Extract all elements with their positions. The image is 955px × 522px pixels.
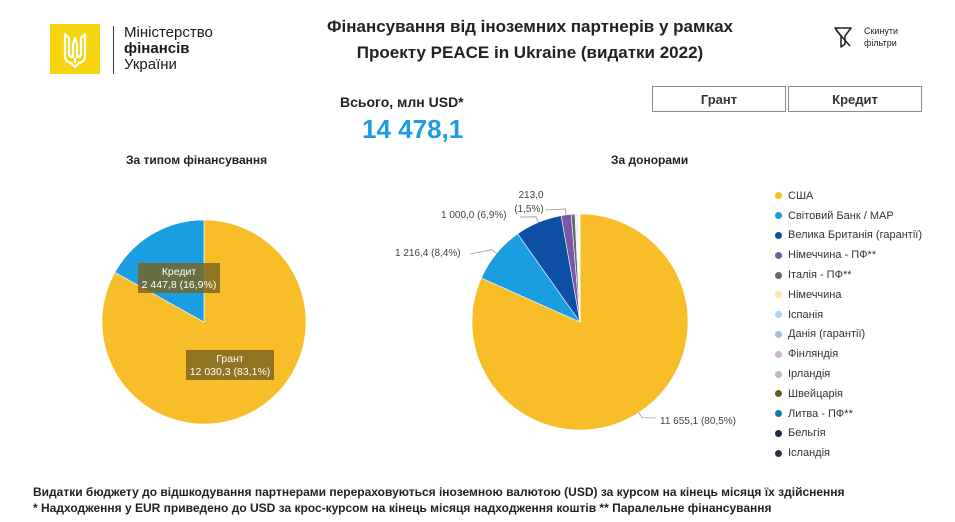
reset-filters-line2: фільтри <box>864 38 897 48</box>
legend-item-данія-гарантії[interactable]: Данія (гарантії) <box>775 325 922 345</box>
reset-filters-button[interactable]: Скинути фільтри <box>864 25 898 49</box>
chart-title-by-donor: За донорами <box>611 153 689 167</box>
legend-swatch <box>775 192 782 200</box>
legend-swatch <box>775 370 782 378</box>
slice-data-label: 11 655,1 (80,5%) <box>660 416 736 427</box>
footnote-exchange-rate: Видатки бюджету до відшкодування партнер… <box>33 485 845 499</box>
legend-swatch <box>775 330 782 338</box>
page-title-line2: Проекту PEACE in Ukraine (видатки 2022) <box>356 43 704 62</box>
legend-item-німеччина[interactable]: Німеччина <box>775 285 922 305</box>
legend-item-сша[interactable]: США <box>775 186 922 206</box>
legend-label: Італія - ПФ** <box>788 269 852 282</box>
legend-label: Іспанія <box>788 308 824 321</box>
legend-item-іспанія[interactable]: Іспанія <box>775 305 922 325</box>
legend-swatch <box>775 311 782 319</box>
legend-item-швейцарія[interactable]: Швейцарія <box>775 384 922 404</box>
legend-swatch <box>775 429 782 437</box>
legend-swatch <box>775 251 782 259</box>
donor-legend: США Світовий Банк / МАР Велика Британія (г… <box>775 186 922 463</box>
slice-data-label: 1 000,0 (6,9%) <box>441 210 507 221</box>
footnote-eur-conversion: * Надходження у EUR приведено до USD за … <box>33 501 772 515</box>
page-title-line1: Фінансування від іноземних партнерів у р… <box>327 17 733 36</box>
chart-title-by-type: За типом фінансування <box>126 153 268 167</box>
slice-label-value: 2 447,8 (16,9%) <box>142 279 217 291</box>
logo-divider <box>113 26 114 74</box>
legend-label: США <box>788 189 814 202</box>
slice-leader-line <box>544 208 567 215</box>
legend-item-ірландія[interactable]: Ірландія <box>775 364 922 384</box>
legend-item-німеччина-пф[interactable]: Німеччина - ПФ** <box>775 245 922 265</box>
slice-data-label: (1,5%) <box>514 204 543 215</box>
page-title: Фінансування від іноземних партнерів у р… <box>270 14 790 66</box>
slice-data-label: 213,0 <box>518 190 543 201</box>
legend-swatch <box>775 390 782 398</box>
legend-swatch <box>775 231 782 239</box>
legend-swatch <box>775 291 782 299</box>
slice-label-box <box>138 263 220 293</box>
reset-filters-line1: Скинути <box>864 26 899 36</box>
legend-item-велика-британія-гарантії[interactable]: Велика Британія (гарантії) <box>775 226 922 246</box>
total-value: 14 478,1 <box>362 114 464 144</box>
legend-label: Німеччина <box>788 288 842 301</box>
grant-filter-button[interactable]: Грант <box>652 86 786 112</box>
legend-swatch <box>775 350 782 358</box>
credit-filter-button[interactable]: Кредит <box>788 86 922 112</box>
ministry-name-line3: України <box>124 56 177 73</box>
slice-leader-line <box>638 412 657 419</box>
ministry-name-line1: Міністерство <box>124 24 213 41</box>
legend-label: Німеччина - ПФ** <box>788 249 877 262</box>
legend-item-ісландія[interactable]: Ісландія <box>775 443 922 463</box>
legend-swatch <box>775 449 782 457</box>
ministry-name: Міністерство фінансів України <box>124 25 213 73</box>
slice-data-label: 1 216,4 (8,4%) <box>395 248 461 259</box>
slice-leader-line <box>469 249 497 255</box>
legend-item-литва-пф[interactable]: Литва - ПФ** <box>775 404 922 424</box>
legend-swatch <box>775 271 782 279</box>
slice-label-value: 12 030,3 (83,1%) <box>190 366 271 378</box>
legend-item-бельгія[interactable]: Бельгія <box>775 424 922 444</box>
legend-item-італія-пф[interactable]: Італія - ПФ** <box>775 265 922 285</box>
slice-label-box <box>186 350 274 380</box>
legend-label: Світовий Банк / МАР <box>788 209 894 222</box>
legend-label: Литва - ПФ** <box>788 407 853 420</box>
legend-label: Ірландія <box>788 368 831 381</box>
legend-swatch <box>775 212 782 220</box>
ministry-name-line2: фінансів <box>124 40 190 57</box>
ministry-logo-emblem <box>50 24 100 74</box>
legend-swatch <box>775 410 782 418</box>
total-label: Всього, млн USD* <box>340 94 464 110</box>
legend-label: Бельгія <box>788 427 826 440</box>
trident-icon <box>63 32 87 69</box>
pie-chart-by-donor: 11 655,1 (80,5%) 1 216,4 (8,4%) 1 000,0 (6… <box>395 190 736 431</box>
legend-item-світовий-банк-мар[interactable]: Світовий Банк / МАР <box>775 206 922 226</box>
legend-label: Ісландія <box>788 447 830 460</box>
legend-label: Велика Британія (гарантії) <box>788 229 922 242</box>
legend-label: Данія (гарантії) <box>788 328 866 341</box>
slice-label-name: Грант <box>216 353 244 365</box>
legend-item-фінляндія[interactable]: Фінляндія <box>775 344 922 364</box>
slice-label-name: Кредит <box>162 266 197 278</box>
legend-label: Швейцарія <box>788 387 843 400</box>
legend-label: Фінляндія <box>788 348 839 361</box>
filter-reset-icon[interactable] <box>834 27 852 49</box>
slice-leader-line <box>519 216 539 223</box>
